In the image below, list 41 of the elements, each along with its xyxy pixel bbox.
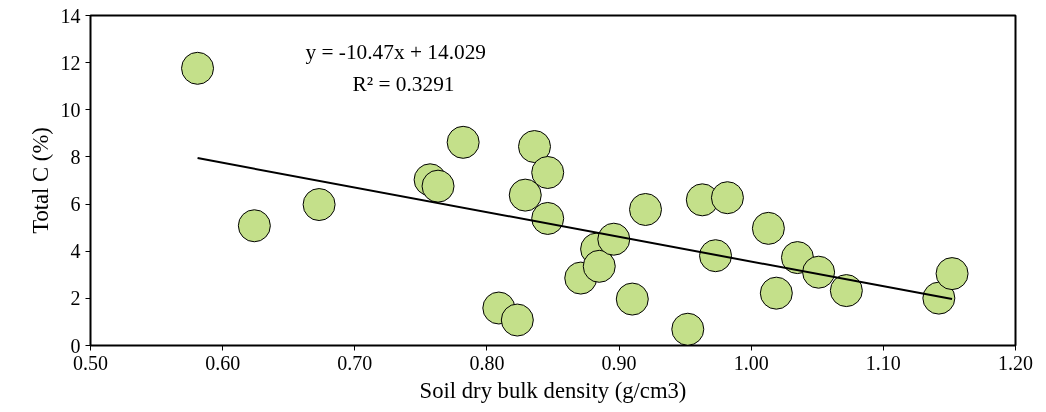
x-tick-label: 0.80 (469, 351, 505, 374)
point (421, 169, 455, 203)
x-tick-label: 1.10 (865, 351, 901, 374)
annotation: R² = 0.3291 (352, 71, 455, 96)
y-tick-label: 4 (70, 240, 81, 263)
point (181, 51, 215, 85)
point (500, 303, 534, 337)
y-axis-title: Total C (%) (27, 127, 53, 234)
point (751, 211, 785, 245)
x-axis-title: Soil dry bulk density (g/cm3) (419, 377, 687, 403)
y-tick-label: 14 (60, 4, 81, 27)
annotation: y = -10.47x + 14.029 (305, 39, 486, 64)
point (597, 222, 631, 256)
x-tick-label: 1.00 (733, 351, 769, 374)
y-tick-label: 6 (70, 193, 81, 216)
point (671, 312, 705, 346)
point (518, 130, 551, 164)
point (508, 178, 542, 212)
point (710, 181, 744, 215)
point (629, 193, 662, 226)
x-tick-label: 0.90 (601, 351, 637, 374)
point (699, 239, 733, 273)
y-tick-label: 12 (60, 51, 81, 74)
y-tick-label: 8 (70, 145, 81, 168)
point (237, 209, 271, 243)
y-tick-label: 0 (70, 334, 81, 357)
point (531, 201, 565, 235)
point (802, 255, 836, 289)
y-tick-label: 10 (60, 98, 81, 121)
point (302, 188, 336, 222)
point (759, 276, 793, 310)
point (935, 257, 969, 291)
point (829, 274, 863, 308)
point (531, 156, 565, 189)
x-tick-label: 0.60 (205, 351, 241, 374)
point (582, 249, 616, 283)
x-tick-label: 0.70 (337, 351, 373, 374)
point (446, 125, 480, 159)
y-tick-label: 2 (70, 287, 81, 310)
x-tick-label: 1.20 (998, 351, 1033, 374)
point (615, 282, 649, 316)
